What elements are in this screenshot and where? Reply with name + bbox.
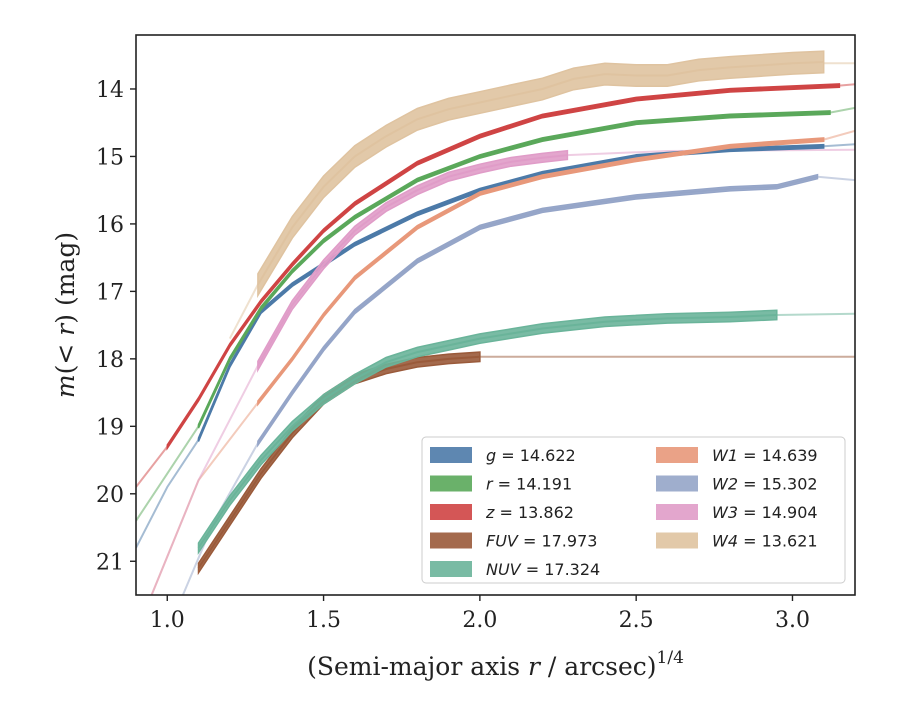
x-tick-label: 2.5 [619,608,654,633]
legend-label: W1 = 14.639 [712,446,818,465]
legend: g = 14.622 r = 14.191 z = 13.862 FUV = 17.9… [421,436,846,584]
legend-label: NUV = 17.324 [486,560,600,579]
series-line-2 [166,84,840,448]
y-tick-label: 18 [96,348,124,373]
series-faint-line-4-0 [776,312,855,316]
series-faint-line-8-0 [228,284,259,340]
series-faint-line-6-1 [817,175,855,182]
plot-frame [135,34,856,596]
x-tick-label: 2.0 [462,608,497,633]
series-faint-line-7-0 [150,365,259,595]
series-faint-line-5-1 [823,129,855,141]
legend-label: FUV = 17.973 [486,532,597,551]
series-band-5 [257,137,825,407]
legend-swatch [430,447,472,463]
legend-label: r = 14.191 [486,475,572,494]
legend-swatch [656,447,698,463]
series-line-5 [257,138,824,404]
series-faint-line-2-0 [136,445,169,488]
series-faint-line-0-1 [823,143,855,148]
y-tick-label: 19 [96,415,124,440]
y-tick-label: 15 [96,145,124,170]
series-line-6 [257,175,818,444]
legend-label: g = 14.622 [486,446,576,465]
legend-label: W3 = 14.904 [712,503,818,522]
series-line-4 [197,314,777,549]
legend-swatch [656,504,698,520]
legend-swatch [430,532,472,549]
plot-area [136,50,855,595]
series-band-1 [197,110,831,429]
series-faint-line-2-1 [839,83,855,87]
legend-label: z = 13.862 [485,503,574,522]
x-axis-label: (Semi-major axis r / arcsec)1/4 [307,648,684,681]
y-tick-label: 21 [96,550,124,575]
y-tick-label: 16 [96,213,124,238]
series-band-2 [166,83,841,451]
y-tick-label: 17 [96,280,124,305]
legend-box [421,436,846,584]
legend-swatch [656,532,698,549]
x-tick-label: 1.5 [306,608,341,633]
legend-swatch [430,475,472,492]
series-faint-line-7-1 [567,148,855,157]
series-line-8 [257,61,824,286]
series-line-7 [257,154,568,367]
y-tick-label: 14 [96,78,124,103]
series-band-4 [197,309,778,555]
x-tick-label: 1.0 [150,608,185,633]
series-band-7 [257,149,569,373]
legend-swatch [430,561,472,577]
series-faint-line-1-0 [136,425,200,522]
y-tick-label: 20 [96,483,124,508]
series-band-6 [257,173,819,448]
axes: 1.0 1.5 2.0 2.5 3.0 14 15 16 17 18 19 20 21 (Semi-maj… [51,34,856,681]
y-axis-label: m(< r) (mag) [51,232,80,398]
legend-swatch [430,504,472,520]
legend-swatch [656,475,698,492]
series-faint-line-0-0 [136,439,200,549]
legend-label: W4 = 13.621 [712,532,818,551]
series-faint-line-1-1 [829,106,855,114]
legend-label: W2 = 15.302 [712,475,818,494]
series-line-1 [197,111,831,427]
series-band-8 [257,50,825,299]
x-tick-label: 3.0 [775,608,810,633]
